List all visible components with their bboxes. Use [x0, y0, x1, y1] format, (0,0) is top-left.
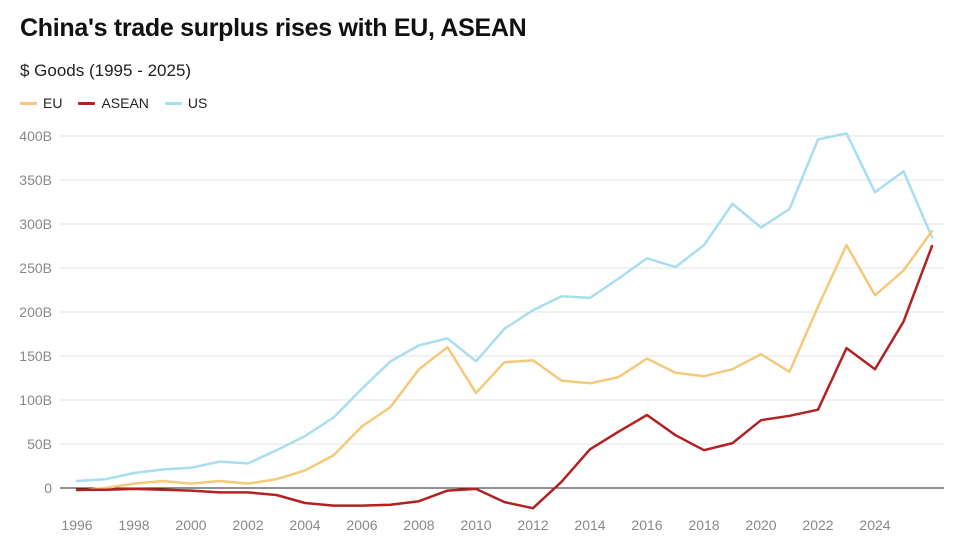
y-tick-label: 350B — [19, 172, 52, 188]
x-tick-label: 1996 — [61, 517, 92, 533]
legend-label-asean: ASEAN — [101, 95, 149, 111]
legend-swatch-eu — [20, 101, 37, 105]
x-tick-label: 2018 — [688, 517, 719, 533]
x-tick-label: 2006 — [346, 517, 377, 533]
x-tick-label: 1998 — [118, 517, 149, 533]
series-line-eu — [75, 229, 934, 492]
legend-swatch-asean — [78, 101, 96, 105]
y-tick-label: 150B — [19, 348, 52, 364]
y-tick-label: 400B — [19, 128, 52, 144]
y-tick-label: 300B — [19, 216, 52, 232]
legend-item-eu: EU — [20, 95, 62, 111]
x-tick-label: 2016 — [631, 517, 662, 533]
y-axis-tick-labels: 0 50B 100B 150B 200B 250B 300B 350B 400B — [19, 128, 52, 496]
legend-item-us: US — [164, 95, 208, 111]
x-tick-label: 2024 — [859, 517, 890, 533]
x-tick-label: 2022 — [802, 517, 833, 533]
legend-item-asean: ASEAN — [78, 95, 149, 111]
x-tick-label: 2010 — [460, 517, 491, 533]
x-tick-label: 2012 — [517, 517, 548, 533]
series-lines — [75, 132, 934, 510]
legend-label-eu: EU — [43, 95, 63, 111]
chart-subtitle: $ Goods (1995 - 2025) — [20, 61, 192, 80]
x-tick-label: 2000 — [175, 517, 206, 533]
series-line-us — [75, 132, 934, 483]
x-tick-label: 2002 — [232, 517, 263, 533]
y-tick-label: 50B — [27, 436, 52, 452]
x-axis-tick-labels: 1996 1998 2000 2002 2004 2006 2008 2010 2012 2014… — [61, 517, 890, 533]
y-tick-label: 0 — [44, 480, 52, 496]
x-tick-label: 2014 — [574, 517, 605, 533]
gridlines — [60, 135, 944, 445]
chart-legend: EU ASEAN US — [20, 95, 223, 111]
y-tick-label: 250B — [19, 260, 52, 276]
legend-swatch-us — [164, 101, 182, 105]
x-tick-label: 2020 — [745, 517, 776, 533]
legend-label-us: US — [187, 95, 208, 111]
x-tick-label: 2008 — [403, 517, 434, 533]
series-line-asean — [75, 244, 934, 510]
y-tick-label: 200B — [19, 304, 52, 320]
y-tick-label: 100B — [19, 392, 52, 408]
x-tick-label: 2004 — [289, 517, 320, 533]
chart-title: China's trade surplus rises with EU, ASE… — [20, 14, 527, 42]
